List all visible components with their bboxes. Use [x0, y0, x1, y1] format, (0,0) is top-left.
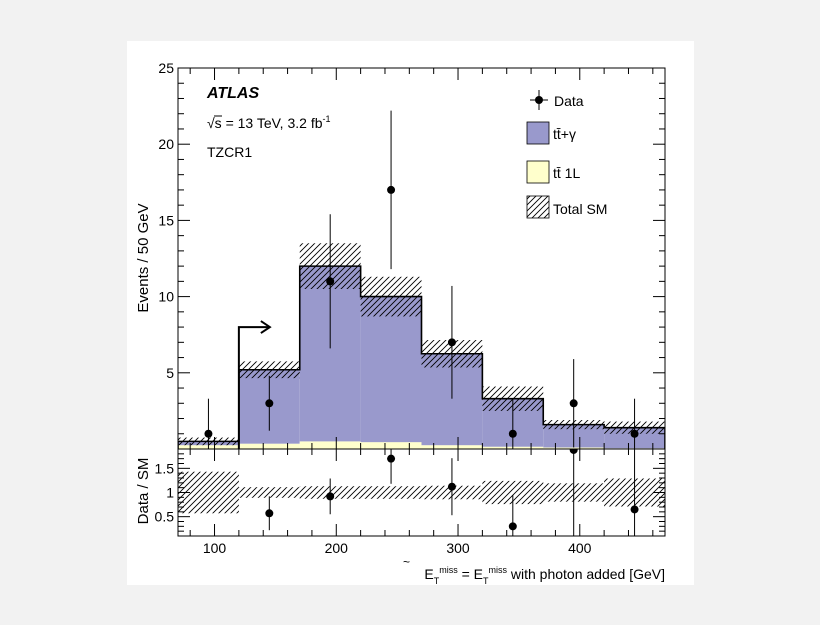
cut-arrow	[237, 320, 272, 449]
chart-panel: 5 10 15 20 25 100 200 300 400 0.5 1 1.5 Events / 50…	[127, 41, 694, 585]
ratio-point	[630, 505, 639, 514]
bin-tt1l	[238, 443, 300, 449]
uncertainty-bin	[238, 361, 300, 379]
ratio-band-bin	[482, 480, 544, 505]
uncertainty-bin	[360, 276, 422, 317]
x-tick-label: 100	[203, 540, 227, 556]
y-tick-label: 5	[166, 365, 174, 381]
legend-item-tt1l: tt̄ 1L	[526, 160, 580, 184]
y-tick-label: 25	[158, 60, 174, 76]
legend-label-ttgamma: tt̄+γ	[553, 126, 576, 142]
ratio-y-tick-label: 1	[166, 485, 174, 501]
legend: Data tt̄+γ tt̄ 1L Total SM	[526, 90, 607, 219]
x-tick-label: 200	[325, 540, 349, 556]
cut-arrow-head	[260, 320, 272, 334]
ratio-y-tick-label: 0.5	[155, 509, 175, 525]
x-tick-label: 300	[446, 540, 470, 556]
bin-tt1l	[299, 441, 361, 449]
data-point	[204, 429, 213, 438]
cut-arrow-line	[237, 326, 269, 449]
ratio-point	[387, 454, 396, 463]
bin-tt1l	[360, 442, 422, 449]
data-point	[508, 429, 517, 438]
ratio-point	[447, 482, 456, 491]
ratio-uncertainty-band	[178, 471, 665, 514]
data-point	[326, 277, 335, 286]
data-point	[387, 185, 396, 194]
data-point	[447, 338, 456, 347]
ratio-point	[569, 449, 578, 454]
ratio-point	[265, 509, 274, 518]
atlas-label: ATLAS	[206, 85, 259, 102]
bin-tt1l	[543, 447, 605, 449]
y-axis-label: Events / 50 GeV	[135, 203, 152, 312]
legend-label-tt1l: tt̄ 1L	[553, 165, 580, 181]
ratio-band-bin	[238, 487, 300, 498]
ratio-y-axis-label: Data / SM	[135, 458, 152, 525]
axes: 5 10 15 20 25 100 200 300 400 0.5 1 1.5	[155, 60, 665, 556]
energy-label: √s = 13 TeV, 3.2 fb-1	[207, 114, 331, 131]
y-tick-label: 10	[158, 289, 174, 305]
ratio-point	[326, 492, 335, 501]
legend-label-total-sm: Total SM	[553, 201, 607, 217]
x-axis-label: ETmiss = ETmiss with photon added [GeV]	[424, 565, 665, 585]
ratio-points	[265, 449, 639, 536]
bin-tt1l	[421, 445, 483, 449]
x-axis-label-tilde: ~	[403, 555, 410, 569]
data-point	[265, 399, 274, 408]
data-point	[630, 429, 639, 438]
ratio-point	[508, 522, 517, 531]
data-points	[204, 110, 639, 449]
legend-item-ttgamma: tt̄+γ	[526, 121, 576, 145]
y-tick-label: 20	[158, 136, 174, 152]
y-tick-label: 15	[158, 212, 174, 228]
data-marker-icon	[535, 96, 543, 104]
legend-label-data: Data	[554, 93, 584, 109]
ratio-band-bin	[360, 486, 422, 499]
legend-item-data: Data	[530, 90, 584, 110]
data-point	[569, 399, 578, 408]
histogram-chart: 5 10 15 20 25 100 200 300 400 0.5 1 1.5 Events / 50…	[135, 60, 666, 585]
ratio-y-tick-label: 1.5	[155, 460, 175, 476]
region-label: TZCR1	[207, 144, 252, 160]
legend-item-total-sm: Total SM	[526, 195, 607, 219]
x-tick-label: 400	[568, 540, 592, 556]
bin-ttgamma	[360, 296, 422, 443]
